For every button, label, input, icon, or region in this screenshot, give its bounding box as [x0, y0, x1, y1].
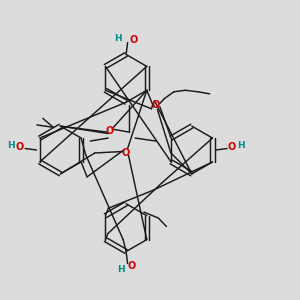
Text: O: O: [130, 35, 138, 45]
Text: H: H: [237, 141, 244, 150]
Text: H: H: [117, 265, 124, 274]
Text: O: O: [152, 100, 160, 110]
Text: H: H: [7, 141, 15, 150]
Text: O: O: [228, 142, 236, 152]
Text: H: H: [114, 34, 122, 43]
Text: O: O: [106, 126, 114, 136]
Text: O: O: [128, 262, 136, 272]
Text: O: O: [122, 148, 130, 158]
Text: O: O: [16, 142, 24, 152]
